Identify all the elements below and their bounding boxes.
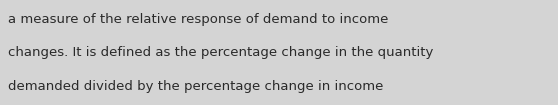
Text: changes. It is defined as the percentage change in the quantity: changes. It is defined as the percentage… <box>8 46 433 59</box>
Text: a measure of the relative response of demand to income: a measure of the relative response of de… <box>8 13 388 26</box>
Text: demanded divided by the percentage change in income: demanded divided by the percentage chang… <box>8 80 383 93</box>
